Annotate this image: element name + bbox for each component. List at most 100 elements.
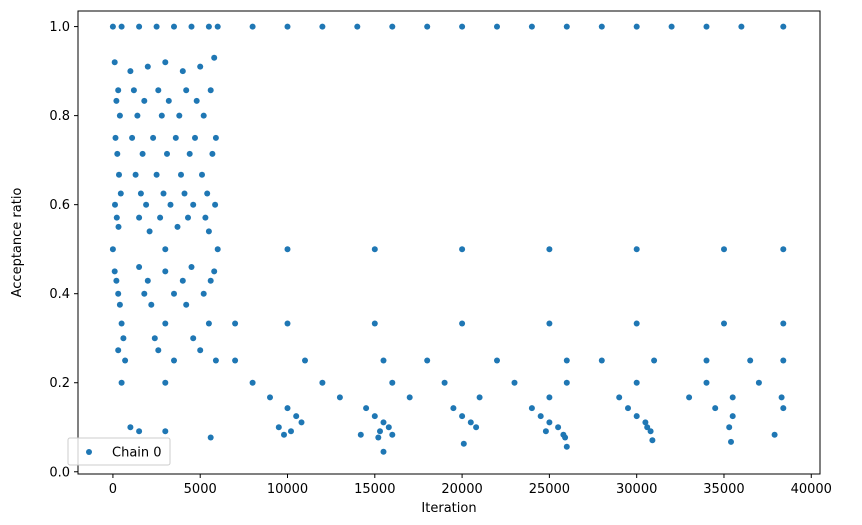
data-point-4: [171, 23, 177, 30]
data-point-112: [459, 320, 466, 327]
data-point-123: [122, 357, 129, 364]
data-point-5: [188, 23, 195, 30]
data-point-178: [473, 424, 480, 431]
data-point-75: [202, 214, 209, 221]
data-point-22: [738, 23, 745, 30]
data-point-154: [686, 394, 693, 401]
data-point-138: [162, 379, 169, 386]
data-point-143: [511, 379, 518, 386]
data-point-43: [176, 112, 183, 119]
data-point-79: [205, 228, 212, 235]
data-point-161: [625, 405, 631, 412]
y-tick-label: 0.0: [49, 465, 70, 480]
data-point-122: [197, 347, 204, 354]
data-point-32: [130, 87, 137, 94]
data-point-155: [729, 394, 736, 401]
data-point-13: [424, 23, 431, 30]
legend-label-chain-0: Chain 0: [112, 446, 162, 461]
x-tick-label: 15000: [354, 482, 395, 497]
data-point-58: [153, 171, 160, 178]
data-point-40: [116, 112, 123, 119]
data-point-45: [112, 134, 119, 141]
legend: Chain 0: [67, 437, 171, 466]
data-point-101: [171, 290, 177, 297]
data-point-135: [747, 357, 754, 364]
data-point-176: [275, 424, 282, 431]
data-point-118: [151, 335, 158, 342]
data-point-49: [192, 134, 198, 141]
data-point-98: [207, 277, 214, 284]
data-point-18: [598, 23, 605, 30]
data-point-17: [563, 23, 570, 30]
data-point-189: [357, 431, 364, 438]
data-point-10: [319, 23, 326, 30]
data-point-50: [212, 134, 219, 141]
data-point-200: [563, 443, 570, 450]
data-point-116: [780, 320, 787, 327]
data-point-54: [186, 150, 193, 157]
data-point-47: [150, 134, 157, 141]
data-point-12: [389, 23, 396, 30]
data-point-136: [780, 357, 787, 364]
data-point-108: [205, 320, 212, 327]
data-point-181: [726, 424, 733, 431]
data-point-149: [336, 394, 343, 401]
data-point-7: [214, 23, 221, 30]
data-point-48: [172, 134, 179, 141]
data-point-85: [459, 246, 466, 253]
data-point-25: [127, 68, 134, 75]
data-point-195: [562, 434, 569, 441]
data-point-87: [633, 246, 640, 253]
data-point-199: [380, 448, 387, 455]
x-tick-label: 40000: [791, 482, 832, 497]
data-point-91: [136, 264, 143, 270]
data-point-113: [546, 320, 553, 327]
data-point-126: [232, 357, 239, 364]
data-point-23: [780, 23, 787, 30]
data-point-2: [136, 23, 143, 30]
data-point-97: [179, 277, 186, 284]
x-tick-label: 25000: [529, 482, 570, 497]
data-point-104: [148, 301, 155, 308]
data-point-128: [380, 357, 387, 364]
data-point-34: [183, 87, 190, 94]
data-point-145: [633, 379, 640, 386]
data-point-160: [528, 405, 535, 412]
data-point-6: [205, 23, 212, 30]
data-point-144: [563, 379, 570, 386]
data-point-164: [293, 413, 300, 420]
data-point-0: [109, 23, 116, 30]
data-point-117: [120, 335, 127, 342]
data-point-142: [441, 379, 448, 386]
data-point-62: [137, 190, 144, 197]
data-point-172: [467, 419, 474, 426]
data-point-184: [288, 428, 294, 435]
data-point-134: [703, 357, 710, 364]
data-point-169: [729, 413, 736, 420]
data-point-20: [668, 23, 675, 30]
data-point-96: [144, 277, 151, 284]
data-point-177: [385, 424, 392, 431]
data-point-131: [563, 357, 570, 364]
data-point-51: [114, 150, 121, 157]
data-point-76: [115, 223, 122, 230]
data-point-119: [190, 335, 197, 342]
data-point-130: [494, 357, 500, 364]
data-point-167: [537, 413, 544, 420]
data-point-148: [267, 394, 273, 401]
data-point-3: [153, 23, 160, 30]
data-point-65: [204, 190, 211, 197]
data-point-182: [136, 428, 143, 435]
data-point-105: [183, 301, 190, 308]
data-point-56: [116, 171, 122, 178]
x-axis-ticks: 0 5000 10000 15000 20000 25000 30000 35000 40000: [109, 474, 832, 497]
data-point-1: [118, 23, 125, 30]
data-point-52: [139, 150, 146, 157]
x-tick-label: 10000: [267, 482, 308, 497]
data-point-187: [647, 428, 654, 435]
data-point-156: [778, 394, 785, 401]
data-point-133: [651, 357, 658, 364]
data-point-158: [363, 405, 370, 412]
data-point-41: [134, 112, 141, 119]
